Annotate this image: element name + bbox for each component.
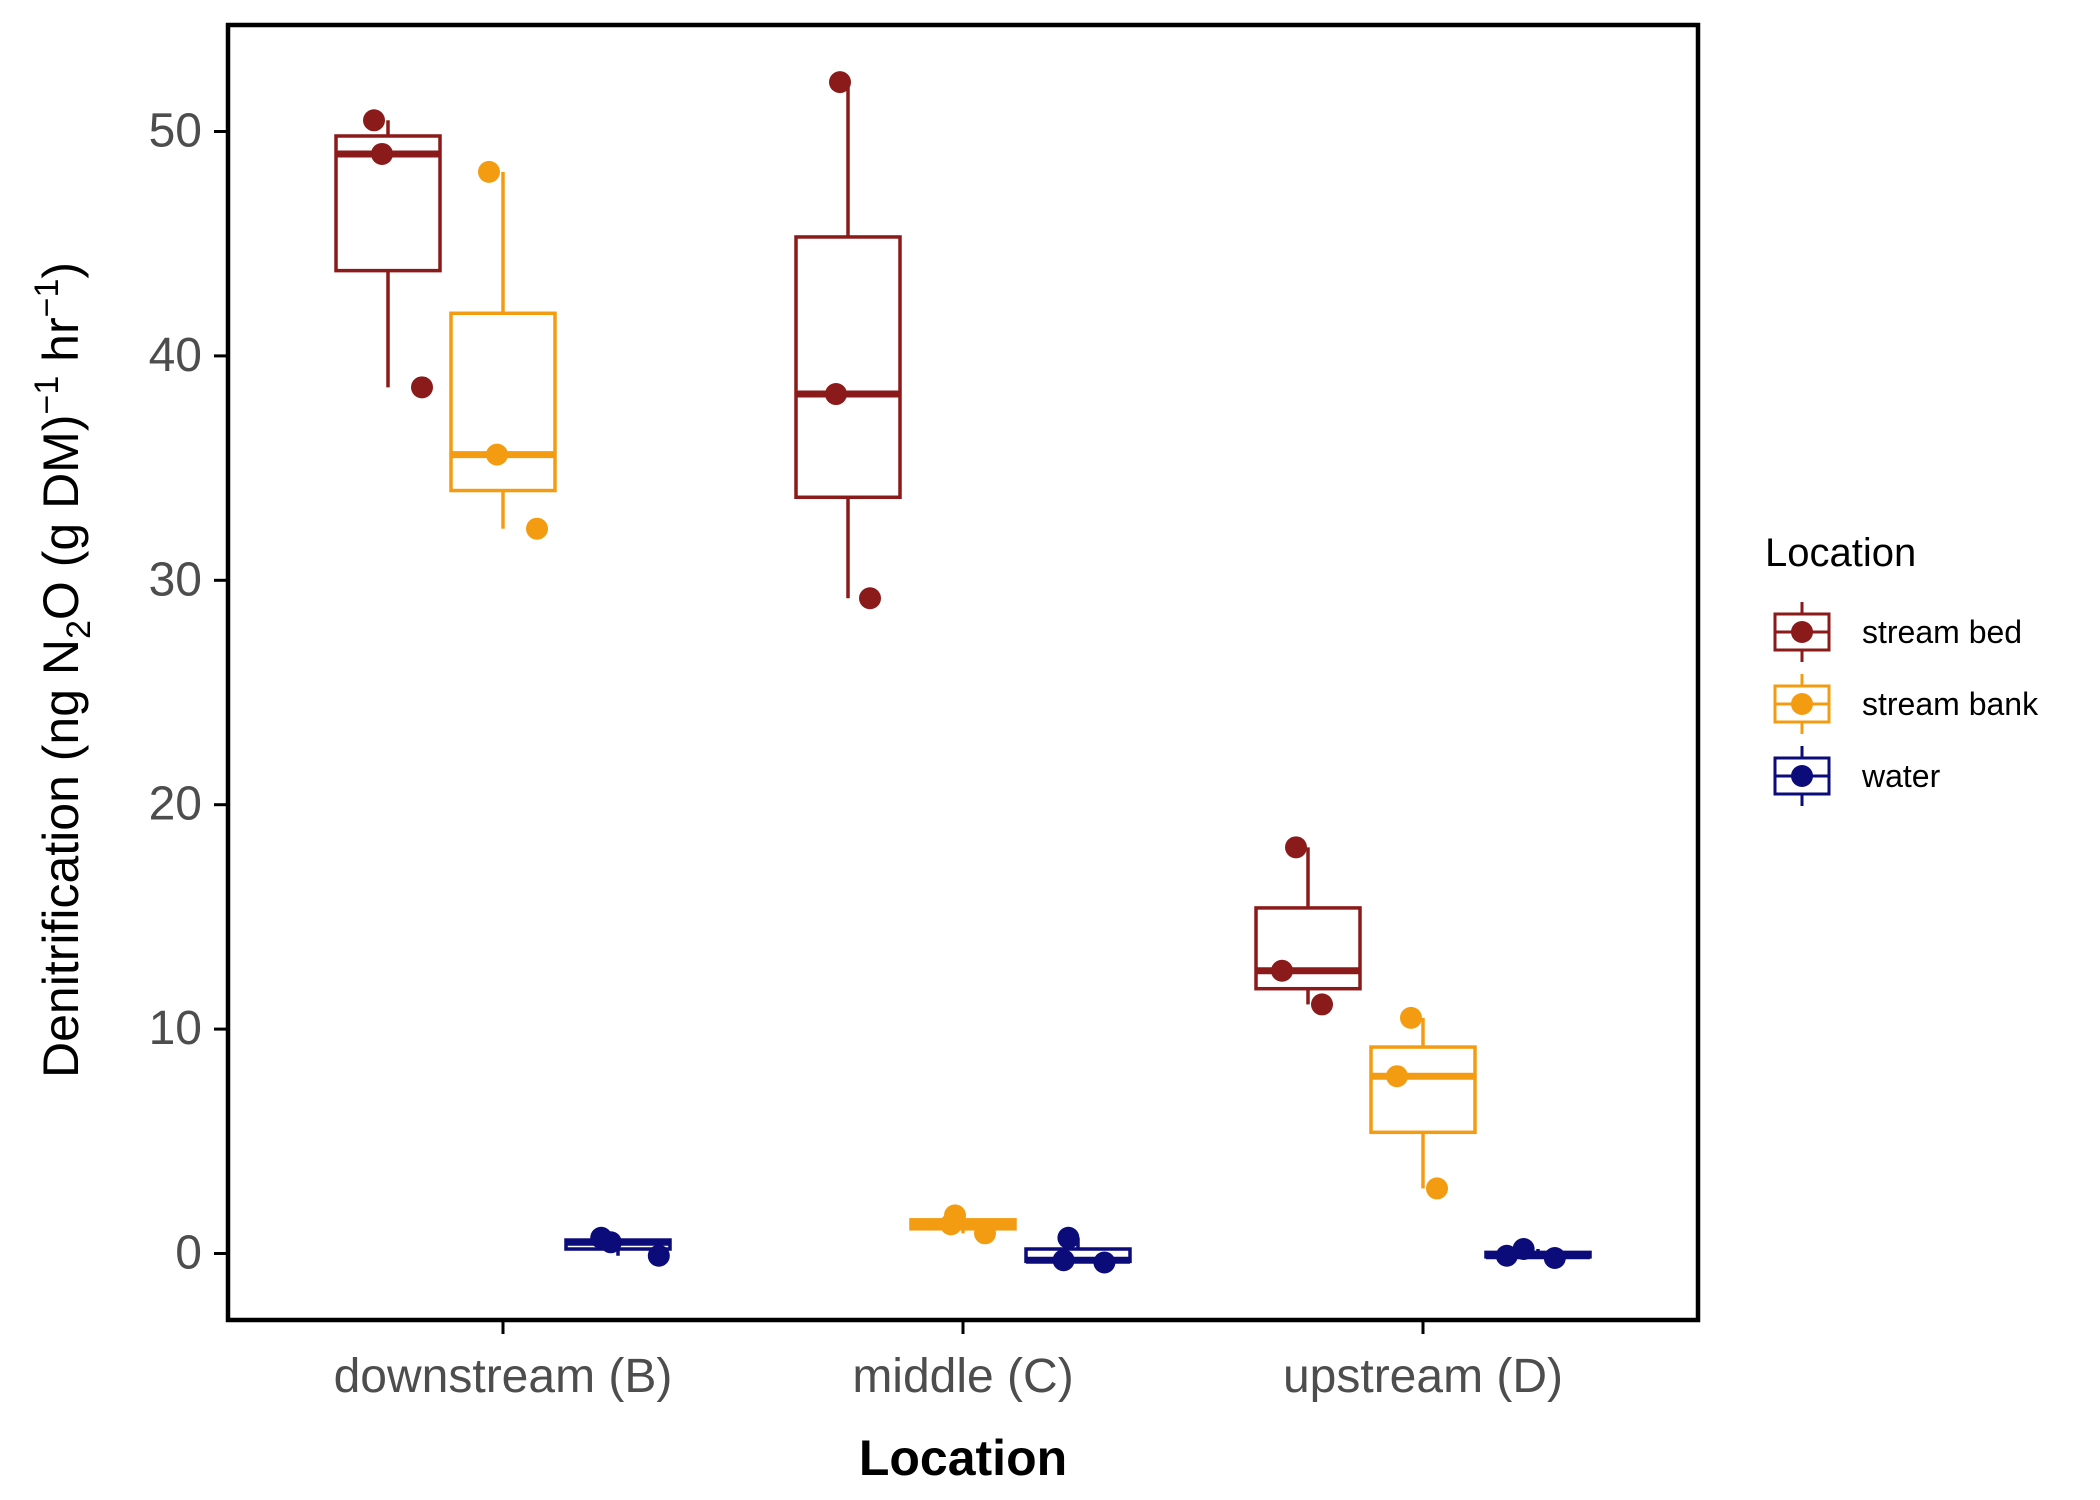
data-point <box>829 71 851 94</box>
box-stream-bed-1 <box>334 109 442 399</box>
box-stream-bank-2 <box>909 1204 1017 1245</box>
data-point <box>478 160 500 183</box>
box-water-3 <box>1484 1238 1592 1269</box>
legend-item-water: water <box>1773 746 1941 806</box>
boxes-layer <box>334 71 1592 1274</box>
data-point <box>825 383 847 406</box>
box-stream-bank-3 <box>1369 1006 1477 1200</box>
legend-label: water <box>1861 758 1941 794</box>
data-point <box>1285 836 1307 859</box>
data-point <box>411 376 433 399</box>
box-water-1 <box>564 1226 672 1267</box>
x-tick-label: upstream (D) <box>1283 1350 1563 1403</box>
data-point <box>363 109 385 132</box>
x-axis-title: Location <box>859 1430 1067 1486</box>
data-point <box>1057 1226 1080 1249</box>
box-iqr <box>794 235 902 500</box>
data-point <box>371 142 393 165</box>
box-stream-bed-2 <box>794 71 902 610</box>
legend-key-point <box>1791 693 1813 715</box>
legend-label: stream bank <box>1862 686 2039 722</box>
data-point <box>647 1244 670 1267</box>
data-point <box>1426 1177 1448 1200</box>
data-point <box>1052 1249 1075 1272</box>
y-axis-title-hr: hr <box>33 317 89 375</box>
data-point <box>974 1222 996 1245</box>
plot-panel-border <box>225 22 1701 1323</box>
x-tick-label: middle (C) <box>852 1350 1073 1403</box>
legend-key-point <box>1791 621 1813 643</box>
x-axis: downstream (B) middle (C) upstream (D) <box>334 1320 1563 1403</box>
legend-title: Location <box>1765 531 1916 575</box>
y-tick-label: 0 <box>175 1227 202 1280</box>
data-point <box>1311 993 1333 1016</box>
legend-key-point <box>1791 765 1813 787</box>
legend: Location stream bed stream bank water <box>1765 531 2039 806</box>
data-point <box>940 1213 962 1236</box>
y-axis: 0 10 20 30 40 50 <box>149 105 228 1280</box>
legend-label: stream bed <box>1862 614 2022 650</box>
y-tick-label: 30 <box>149 553 202 606</box>
data-point <box>1386 1065 1408 1088</box>
y-axis-title-superscript-2: −1 <box>28 279 66 318</box>
box-iqr <box>1254 906 1362 991</box>
box-stream-bank-1 <box>449 160 557 540</box>
x-tick-label: downstream (B) <box>334 1350 673 1403</box>
data-point <box>1512 1238 1535 1261</box>
data-point <box>1495 1244 1518 1267</box>
box-stream-bed-3 <box>1254 836 1362 1016</box>
box-water-2 <box>1024 1226 1132 1274</box>
data-point <box>1400 1006 1422 1029</box>
y-axis-title-subscript: 2 <box>60 620 98 639</box>
box-iqr <box>1369 1045 1477 1135</box>
y-tick-label: 40 <box>149 329 202 382</box>
y-axis-title-middle: O (g DM) <box>33 415 89 621</box>
legend-item-stream-bank: stream bank <box>1773 674 2039 734</box>
y-axis-title-prefix: Denitrification (ng N <box>33 639 89 1078</box>
data-point <box>599 1231 622 1254</box>
box-iqr <box>449 311 557 493</box>
data-point <box>859 587 881 610</box>
y-tick-label: 50 <box>149 105 202 158</box>
data-point <box>1543 1246 1566 1269</box>
data-point <box>1271 959 1293 982</box>
data-point <box>1093 1251 1116 1274</box>
y-axis-title-suffix: ) <box>33 262 89 279</box>
y-axis-title-superscript-1: −1 <box>28 376 66 415</box>
legend-item-stream-bed: stream bed <box>1773 602 2022 662</box>
data-point <box>526 517 548 540</box>
y-tick-label: 20 <box>149 778 202 831</box>
legend-keys: stream bed stream bank water <box>1773 602 2039 806</box>
data-point <box>486 443 508 466</box>
y-tick-label: 10 <box>149 1002 202 1055</box>
y-axis-title: Denitrification (ng N2O (g DM)−1 hr−1) <box>28 262 98 1078</box>
